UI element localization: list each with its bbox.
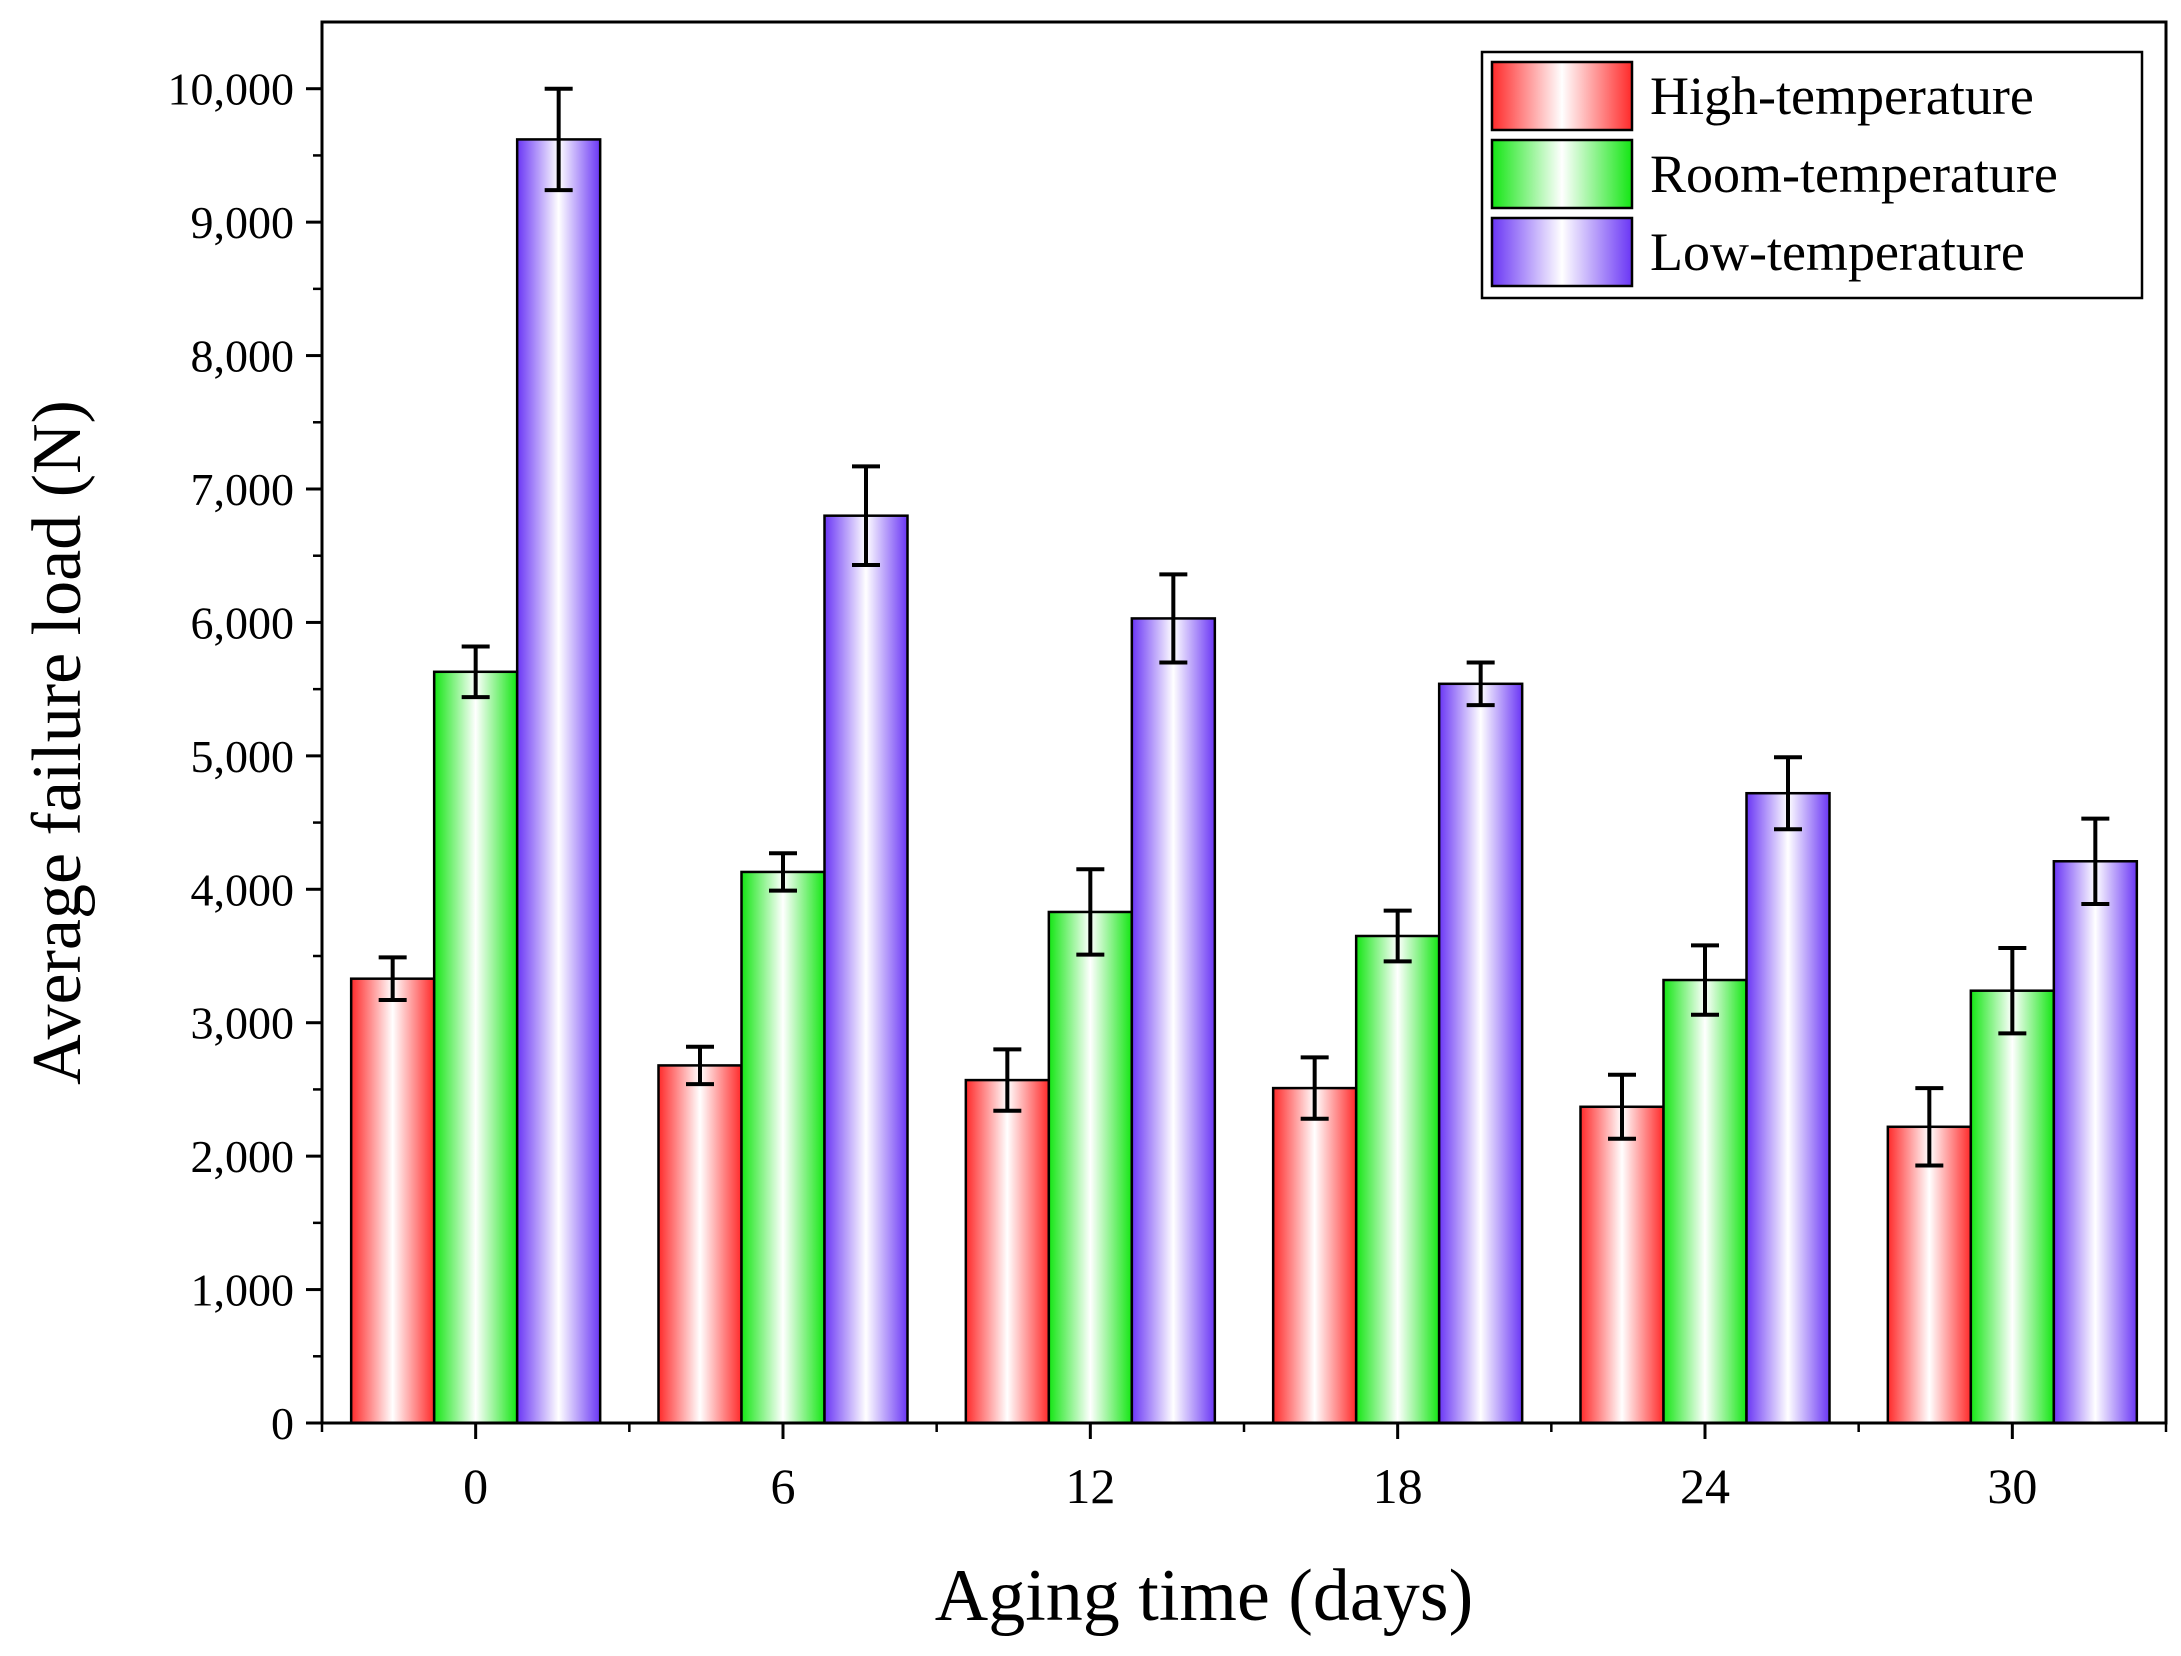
y-tick-label: 10,000 — [168, 64, 295, 115]
bar-high-temperature-30 — [1886, 1125, 1973, 1425]
bar-room-temperature-24 — [1662, 978, 1748, 1425]
y-tick-label: 5,000 — [191, 731, 295, 782]
y-tick-label: 4,000 — [191, 864, 295, 915]
bar-high-temperature-24 — [1579, 1105, 1665, 1425]
bar-room-temperature-18 — [1354, 934, 1441, 1425]
x-axis: 0 6 12 18 24 30 — [320, 1423, 2168, 1514]
legend-swatch-high-temperature — [1490, 60, 1634, 132]
y-tick-label: 3,000 — [191, 998, 295, 1049]
bar-room-temperature-6 — [740, 870, 826, 1425]
error-bar-high-temperature-24 — [1608, 1072, 1636, 1141]
bar-high-temperature-18 — [1271, 1086, 1358, 1425]
x-tick-label: 12 — [1065, 1458, 1115, 1514]
bar-room-temperature-12 — [1047, 910, 1134, 1425]
error-bar-low-temperature-12 — [1159, 572, 1188, 665]
error-bars-layer — [378, 86, 2110, 1168]
error-bar-low-temperature-18 — [1466, 660, 1495, 708]
error-bar-low-temperature-0 — [544, 86, 573, 193]
error-bar-high-temperature-6 — [686, 1044, 714, 1087]
error-bar-low-temperature-6 — [852, 464, 880, 568]
bar-low-temperature-24 — [1745, 791, 1831, 1425]
error-bar-room-temperature-24 — [1691, 943, 1719, 1017]
y-axis-title: Average failure load (N) — [19, 400, 96, 1085]
y-tick-label: 1,000 — [191, 1265, 295, 1316]
legend-swatch-room-temperature — [1490, 138, 1634, 210]
legend: High-temperature Room-temperature Low-temp… — [1480, 50, 2144, 300]
bar-room-temperature-0 — [432, 670, 519, 1425]
x-tick-label: 30 — [1987, 1458, 2037, 1514]
x-tick-label: 6 — [771, 1458, 796, 1514]
error-bar-room-temperature-6 — [769, 851, 797, 893]
bar-high-temperature-12 — [964, 1078, 1051, 1425]
error-bar-low-temperature-30 — [2081, 816, 2110, 906]
error-bar-high-temperature-12 — [993, 1047, 1022, 1113]
error-bar-room-temperature-18 — [1383, 908, 1412, 964]
legend-label-low-temperature: Low-temperature — [1650, 222, 2025, 282]
y-tick-label: 2,000 — [191, 1131, 295, 1182]
error-bar-room-temperature-0 — [461, 644, 490, 700]
x-axis-title: Aging time (days) — [935, 1555, 1473, 1637]
error-bar-high-temperature-30 — [1915, 1086, 1944, 1168]
error-bar-room-temperature-12 — [1076, 867, 1105, 957]
bar-low-temperature-12 — [1130, 617, 1217, 1425]
bar-high-temperature-6 — [657, 1064, 743, 1425]
legend-swatch-low-temperature — [1490, 216, 1634, 288]
bars-layer — [349, 138, 2139, 1425]
legend-label-high-temperature: High-temperature — [1650, 66, 2034, 126]
y-tick-label: 8,000 — [191, 331, 295, 382]
x-tick-label: 0 — [463, 1458, 488, 1514]
y-axis: 0 1,000 2,000 3,000 4,000 5,000 6,000 7,000 8,00… — [168, 64, 322, 1449]
bar-low-temperature-6 — [823, 514, 909, 1425]
x-tick-label: 18 — [1373, 1458, 1423, 1514]
error-bar-low-temperature-24 — [1774, 755, 1802, 832]
error-bar-high-temperature-0 — [378, 955, 407, 1003]
bar-high-temperature-0 — [349, 977, 436, 1425]
y-tick-label: 0 — [271, 1398, 294, 1449]
bar-low-temperature-18 — [1437, 682, 1524, 1425]
error-bar-room-temperature-30 — [1998, 945, 2027, 1036]
legend-label-room-temperature: Room-temperature — [1650, 144, 2058, 204]
error-bar-high-temperature-18 — [1300, 1055, 1329, 1121]
y-tick-label: 9,000 — [191, 197, 295, 248]
y-tick-label: 7,000 — [191, 464, 295, 515]
bar-low-temperature-30 — [2052, 860, 2139, 1425]
y-tick-label: 6,000 — [191, 597, 295, 648]
bar-low-temperature-0 — [515, 138, 602, 1425]
bar-room-temperature-30 — [1969, 989, 2056, 1425]
x-tick-label: 24 — [1680, 1458, 1730, 1514]
